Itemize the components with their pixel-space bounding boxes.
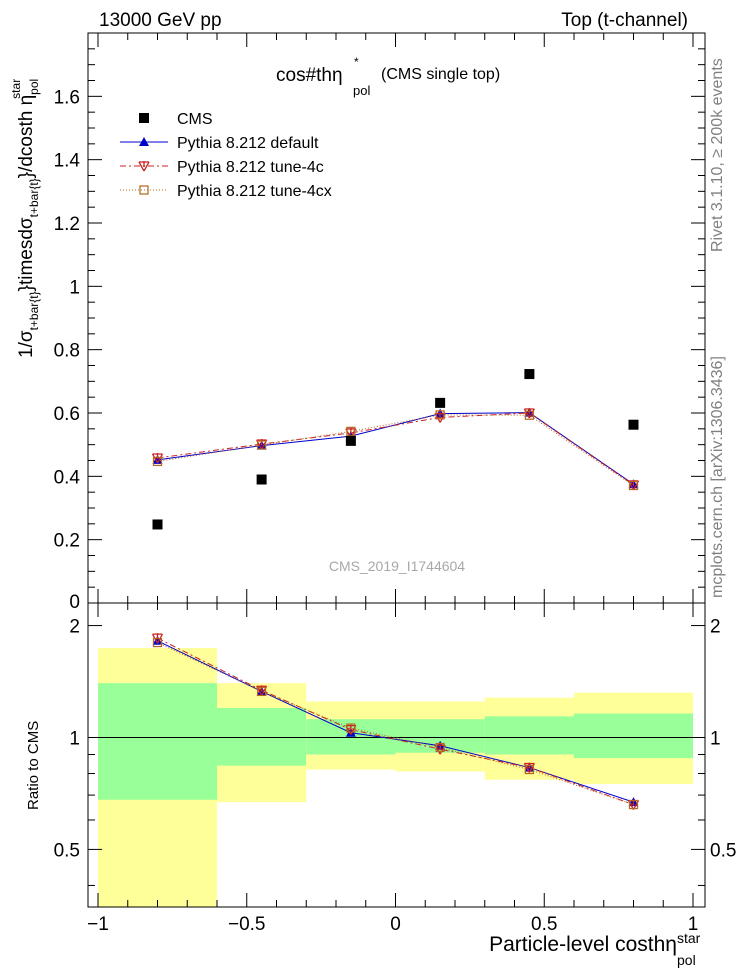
ratio-ylabel: Ratio to CMS: [25, 721, 42, 810]
ratio-point-tune4cx-0: [152, 637, 163, 648]
ratio-ytick-label-right-1: 1: [710, 728, 721, 749]
ratio-xlabel-main: Particle-level costhη: [489, 933, 677, 956]
main-title-text: cos#thη: [276, 65, 343, 86]
legend-label-cms: CMS: [177, 111, 213, 128]
axes-group: [87, 32, 706, 908]
main-point-tune4cx-4: [524, 410, 534, 420]
x-tick-label-2: 0: [390, 914, 401, 935]
legend-marker-cms: [139, 113, 149, 123]
x-tick-label-0: −1: [87, 914, 109, 935]
ratio-point-tune4c-4: [523, 762, 535, 773]
x-tick-label-3: 0.5: [531, 914, 557, 935]
ratio-ytick-label-right-2: 2: [710, 617, 721, 638]
ratio-xlabel-sub: pol: [677, 952, 696, 968]
main-ytick-label-6: 1.4: [54, 151, 81, 172]
legend-marker-default: [139, 137, 149, 146]
ratio-point-tune4cx-5: [628, 799, 639, 810]
x-tick-label-1: −0.5: [228, 914, 266, 935]
main-point-tune4cx-0: [152, 456, 163, 467]
main-ylabel: 1/σt+bar{t}}timesdσt+bar{t}}/dcosth ηpol…: [9, 79, 41, 358]
main-ytick-label-5: 1.2: [54, 214, 80, 235]
svg-text:1/σt+bar{t}}timesdσt+bar{t}}/d: 1/σt+bar{t}}timesdσt+bar{t}}/dcosth ηpol…: [9, 79, 41, 358]
ratio-point-tune4c-3: [434, 744, 446, 755]
main-ytick-label-7: 1.6: [54, 87, 80, 108]
ylabel-part-5: }/dcosth η: [16, 95, 37, 178]
ratio-ytick-label-left-0: 0.5: [54, 840, 80, 861]
main-point-tune4c-1: [256, 439, 268, 450]
mcplots-label: mcplots.cern.ch [arXiv:1306.3436]: [709, 356, 726, 598]
rivet-version-label: Rivet 3.1.10, ≥ 200k events: [709, 58, 726, 252]
main-point-tune4c-5: [627, 479, 640, 491]
analysis-watermark: CMS_2019_I1744604: [329, 558, 465, 574]
ratio-series-group: [151, 633, 640, 810]
main-series-group: [151, 369, 640, 530]
ratio-ytick-label-right-0: 0.5: [710, 840, 736, 861]
legend-markers: [120, 113, 168, 195]
main-line-tune4cx: [157, 414, 634, 486]
main-line-tune4c: [157, 412, 634, 486]
main-point-tune4cx-3: [435, 410, 445, 420]
legend-marker-tune4cx: [139, 185, 149, 195]
main-ytick-label-2: 0.6: [54, 404, 80, 425]
legend: CMS Pythia 8.212 default Pythia 8.212 tu…: [120, 111, 332, 200]
main-ytick-label-0: 0.2: [54, 531, 80, 552]
band-inner-bin-0: [98, 683, 217, 800]
main-ytick-label-1: 0.4: [54, 467, 81, 488]
legend-label-tune4c: Pythia 8.212 tune-4c: [177, 159, 324, 176]
ylabel-part-3: }timesdσ: [16, 217, 37, 291]
x-tick-label-4: 1: [688, 914, 699, 935]
ratio-ytick-label-left-1: 1: [69, 728, 80, 749]
main-point-cms-2: [345, 435, 356, 446]
ratio-ytick-label-left-2: 2: [69, 617, 80, 638]
ratio-point-tune4cx-3: [435, 742, 445, 753]
band-inner-bin-5: [574, 713, 693, 759]
main-point-cms-5: [628, 419, 639, 430]
main-point-tune4cx-1: [257, 440, 267, 450]
main-point-tune4cx-2: [346, 426, 356, 436]
main-point-cms-1: [256, 474, 267, 485]
main-point-tune4cx-5: [628, 480, 639, 491]
tick-labels-group: −1 −0.5 0 0.5 1 0.2 0.4 0.6 0.8 1 1.2 1.4 1.6 0 0.5 0.5…: [54, 87, 737, 935]
legend-label-default: Pythia 8.212 default: [177, 135, 319, 152]
main-point-cms-0: [152, 519, 163, 530]
ylabel-part-6: pol: [27, 79, 41, 95]
main-title: cos#thη * pol (CMS single top): [276, 55, 500, 98]
main-point-tune4c-2: [345, 427, 357, 439]
main-point-tune4c-4: [523, 408, 535, 419]
ratio-point-tune4cx-1: [257, 686, 267, 697]
main-title-suffix: (CMS single top): [381, 66, 500, 83]
main-ytick-label-3: 0.8: [54, 341, 80, 362]
main-title-sub: pol: [353, 83, 370, 98]
ratio-point-default-0: [152, 635, 163, 645]
ratio-xlabel-sup: star: [677, 930, 701, 946]
main-title-sup: *: [354, 55, 359, 69]
main-point-default-0: [152, 454, 163, 464]
main-point-tune4c-0: [151, 452, 164, 464]
main-ytick-label-zero: 0: [69, 592, 80, 613]
band-inner-bin-4: [484, 716, 574, 755]
ylabel-part-1: 1/σ: [16, 330, 37, 358]
ratio-point-tune4cx-2: [346, 723, 356, 733]
ratio-point-tune4c-2: [345, 724, 357, 735]
main-point-tune4c-3: [434, 412, 446, 423]
legend-label-tune4cx: Pythia 8.212 tune-4cx: [177, 183, 332, 200]
ratio-line-default: [157, 640, 634, 803]
process-label: Top (t-channel): [561, 10, 688, 31]
ratio-xlabel: Particle-level costhη star pol: [489, 930, 701, 968]
ratio-point-tune4cx-4: [524, 764, 534, 775]
legend-marker-tune4c: [138, 161, 150, 172]
main-point-cms-4: [524, 369, 535, 380]
main-point-cms-3: [435, 397, 446, 408]
band-inner-bin-1: [217, 708, 307, 766]
main-ytick-label-4: 1: [69, 277, 80, 298]
ylabel-part-4: t+bar{t}: [27, 178, 41, 217]
ylabel-part-7: star: [9, 79, 23, 99]
energy-label: 13000 GeV pp: [99, 10, 222, 31]
ratio-uncertainty-bands: [88, 648, 705, 907]
ylabel-part-2: t+bar{t}: [27, 291, 41, 330]
ratio-point-tune4c-1: [256, 685, 268, 696]
